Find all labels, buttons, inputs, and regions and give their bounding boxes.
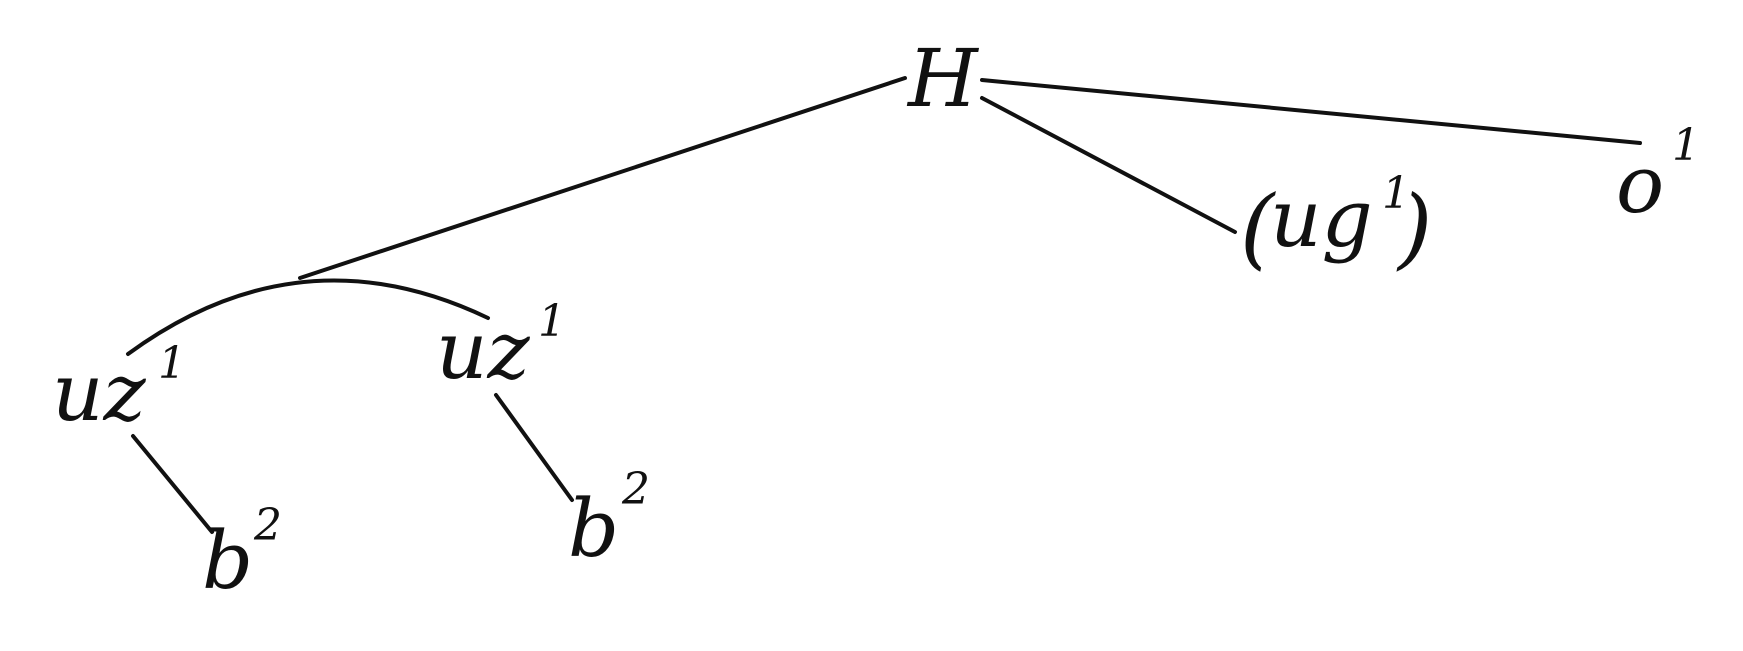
edge-left-uz-to-b: [131, 434, 214, 534]
node-ug-sup: 1: [1382, 168, 1410, 219]
node-mid-uz: uz 1: [436, 296, 566, 397]
node-ug-open-paren: (: [1240, 176, 1276, 279]
node-ug-label: ug: [1270, 172, 1373, 265]
edge-root-to-ug: [980, 96, 1237, 234]
node-o: o 1: [1616, 120, 1700, 231]
node-left-b-sup: 2: [253, 500, 282, 551]
node-left-uz-sup: 1: [158, 338, 186, 389]
node-root-label: H: [906, 32, 980, 125]
node-mid-b: b 2: [568, 464, 650, 575]
arc-uz-junction: [126, 278, 490, 356]
node-left-b-label: b: [202, 514, 253, 607]
node-ug-close-paren: ): [1396, 176, 1432, 279]
edge-root-to-o: [980, 78, 1642, 145]
node-mid-uz-label: uz: [436, 304, 531, 397]
node-o-sup: 1: [1672, 120, 1700, 171]
edge-mid-uz-to-b: [494, 393, 574, 502]
node-left-uz-label: uz: [52, 346, 147, 439]
edge-root-to-junction: [298, 76, 907, 280]
node-left-b: b 2: [202, 500, 282, 607]
node-mid-b-label: b: [568, 482, 619, 575]
node-mid-b-sup: 2: [621, 464, 650, 515]
node-root: H: [906, 32, 980, 125]
node-ug: ( ug 1 ): [1240, 168, 1432, 279]
node-left-uz: uz 1: [52, 338, 186, 439]
node-mid-uz-sup: 1: [538, 296, 566, 347]
node-o-label: o: [1616, 138, 1664, 231]
